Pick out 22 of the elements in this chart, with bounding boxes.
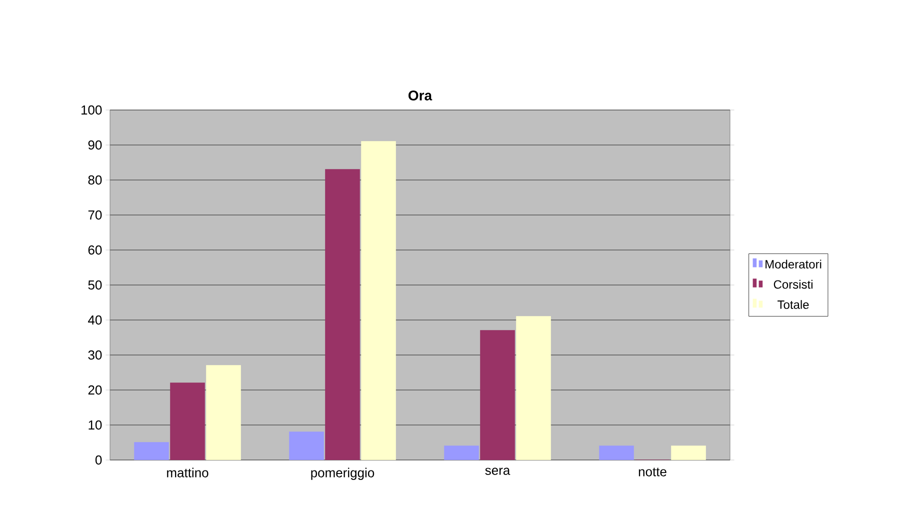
y-tick-label: 80 <box>88 175 102 185</box>
chart-title: Ora <box>408 90 432 100</box>
legend-label: Moderatori <box>766 260 822 269</box>
bar <box>170 382 205 460</box>
legend-label: Totale <box>778 300 809 309</box>
y-tick-label: 70 <box>88 210 102 220</box>
y-tick-label: 10 <box>88 420 102 430</box>
y-tick-label: 0 <box>95 455 102 465</box>
y-tick-label: 40 <box>88 315 102 325</box>
x-tick-label: pomeriggio <box>311 468 374 480</box>
y-tick-label: 30 <box>88 350 102 360</box>
y-tick-label: 100 <box>82 105 102 115</box>
y-tick-label: 20 <box>88 385 102 395</box>
y-tick-label: 50 <box>88 280 102 290</box>
x-tick-label: mattino <box>167 468 208 478</box>
x-tick-label: notte <box>638 468 666 476</box>
legend-label: Corsisti <box>774 280 812 289</box>
y-tick-label: 60 <box>88 245 102 255</box>
x-tick-label: sera <box>485 468 510 475</box>
bar <box>325 169 360 460</box>
bar <box>480 330 515 460</box>
y-tick-label: 90 <box>88 140 102 150</box>
